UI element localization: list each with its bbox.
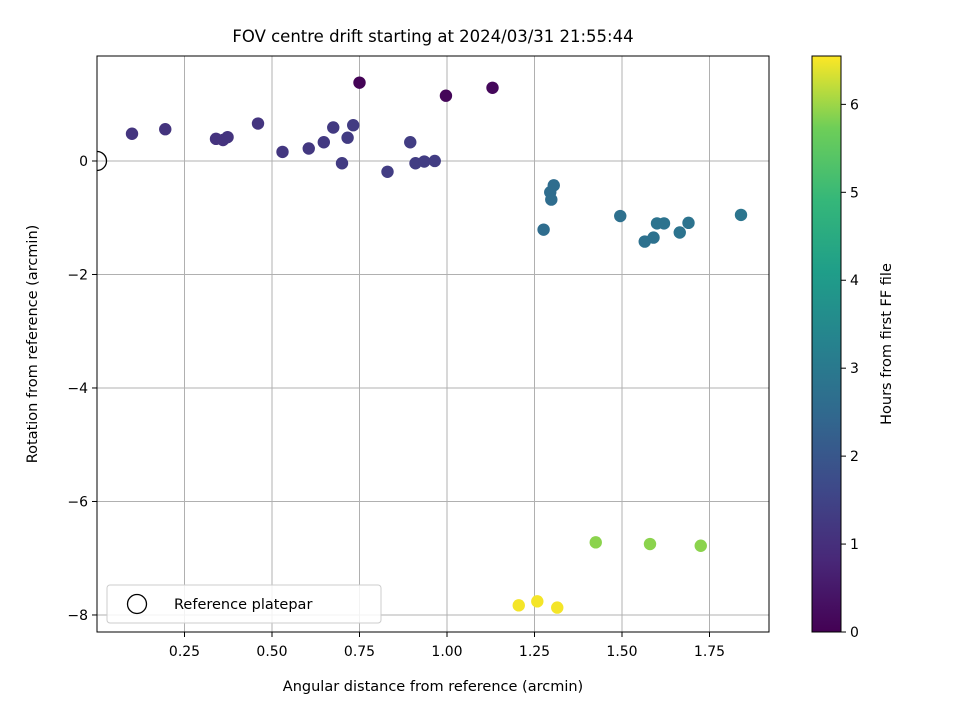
x-tick-label: 1.25 xyxy=(519,644,550,660)
data-point xyxy=(347,119,360,132)
data-point xyxy=(657,217,671,230)
x-tick-label: 1.50 xyxy=(606,644,637,660)
data-point xyxy=(418,155,431,168)
y-axis-ticks: 0 −2 −4 −6 −8 xyxy=(67,154,97,624)
y-tick-label: 0 xyxy=(79,154,88,170)
reference-platepar-marker xyxy=(97,150,108,172)
y-tick-label: −8 xyxy=(67,608,88,624)
x-axis-ticks: 0.25 0.50 0.75 1.00 1.25 1.50 1.75 xyxy=(169,632,725,660)
data-point xyxy=(353,76,366,89)
y-tick-label: −2 xyxy=(67,267,88,283)
data-point xyxy=(335,157,349,170)
scatter-points xyxy=(97,76,748,614)
data-point xyxy=(439,89,453,102)
x-axis-label: Angular distance from reference (arcmin) xyxy=(283,679,583,695)
data-point xyxy=(643,537,657,551)
data-point xyxy=(545,193,558,206)
data-point xyxy=(673,226,686,239)
colorbar-tick-label: 0 xyxy=(850,625,859,641)
colorbar xyxy=(811,55,842,633)
colorbar-tick-label: 5 xyxy=(850,185,859,201)
x-tick-label: 0.50 xyxy=(256,644,287,660)
colorbar-ticks: 0 1 2 3 4 5 6 xyxy=(841,97,859,641)
grid-lines xyxy=(97,56,769,632)
x-tick-label: 1.75 xyxy=(694,644,725,660)
x-tick-label: 1.00 xyxy=(431,644,462,660)
y-tick-label: −4 xyxy=(67,381,88,397)
data-point xyxy=(404,136,417,149)
data-point xyxy=(381,165,394,178)
data-point xyxy=(682,216,695,230)
data-point xyxy=(537,223,550,236)
data-point xyxy=(125,127,139,140)
data-point xyxy=(531,595,544,608)
x-tick-label: 0.75 xyxy=(344,644,375,660)
chart-title: FOV centre drift starting at 2024/03/31 … xyxy=(232,27,633,46)
data-point xyxy=(251,117,265,130)
data-point xyxy=(221,130,234,144)
legend-marker-reference xyxy=(126,593,148,615)
data-point xyxy=(428,154,441,168)
data-point xyxy=(276,145,289,159)
y-axis-label: Rotation from reference (arcmin) xyxy=(25,225,41,464)
data-point xyxy=(589,536,602,549)
data-point xyxy=(694,539,707,552)
data-point xyxy=(159,123,172,136)
colorbar-tick-label: 2 xyxy=(850,449,859,465)
colorbar-tick-label: 6 xyxy=(850,97,859,113)
data-point xyxy=(317,136,330,149)
data-point xyxy=(302,142,315,155)
plot-frame xyxy=(96,55,770,633)
data-point xyxy=(547,179,560,192)
colorbar-tick-label: 1 xyxy=(850,537,859,553)
data-point xyxy=(512,599,525,612)
data-point xyxy=(734,208,748,222)
data-point xyxy=(647,231,660,244)
colorbar-label: Hours from first FF file xyxy=(879,263,895,425)
data-point xyxy=(614,209,627,223)
data-point xyxy=(551,601,564,614)
x-tick-label: 0.25 xyxy=(169,644,200,660)
legend: Reference platepar xyxy=(106,584,382,624)
legend-box xyxy=(106,584,382,624)
data-point xyxy=(327,121,340,134)
data-point xyxy=(341,131,354,144)
legend-label-reference: Reference platepar xyxy=(174,597,312,613)
y-tick-label: −6 xyxy=(67,494,88,510)
colorbar-tick-label: 4 xyxy=(850,273,859,289)
data-point xyxy=(486,81,499,94)
colorbar-tick-label: 3 xyxy=(850,361,859,377)
